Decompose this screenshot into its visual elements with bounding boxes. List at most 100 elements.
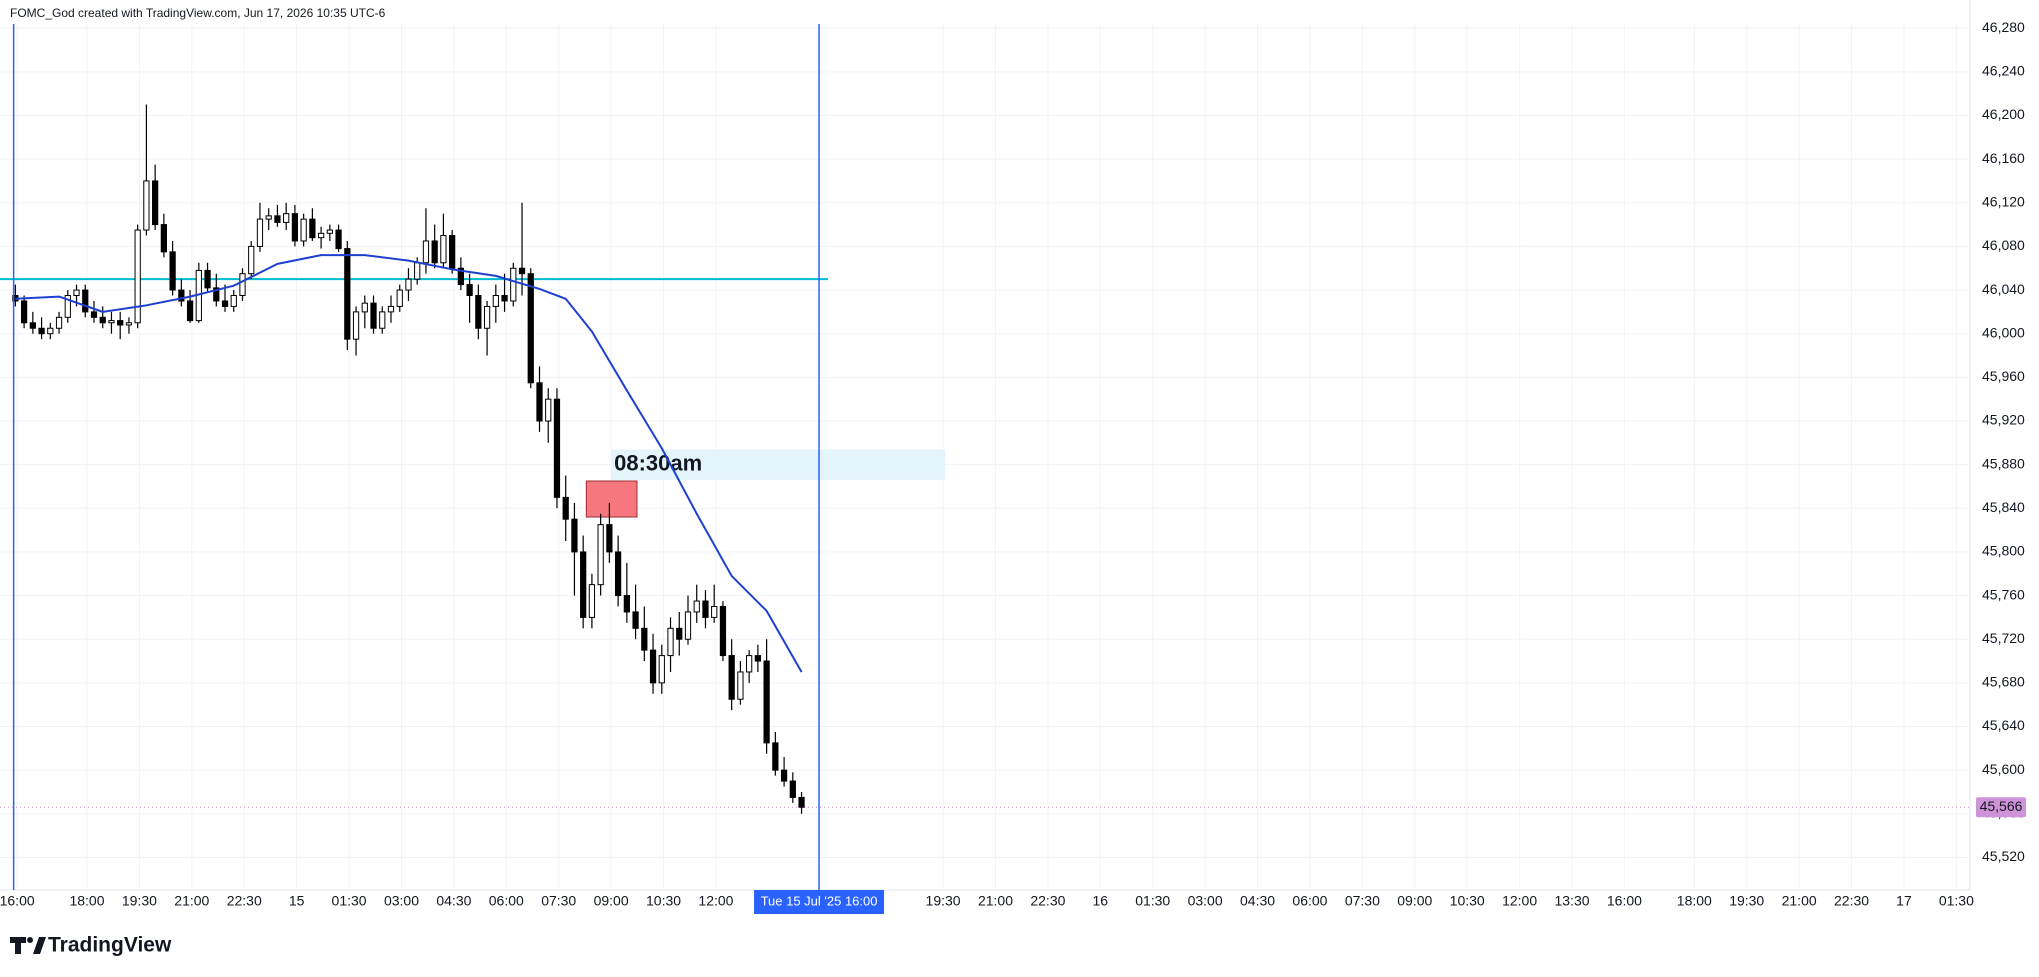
candle-body [326, 229, 333, 234]
candle-body [55, 316, 63, 329]
y-tick-label: 46,160 [1982, 150, 2025, 166]
x-tick-label: 19:30 [122, 893, 157, 909]
candle-body [457, 267, 464, 286]
x-tick-label: 18:00 [69, 893, 104, 909]
y-tick-label: 45,680 [1982, 674, 2025, 690]
x-tick-label: 16:00 [1607, 893, 1642, 909]
candle-body [379, 311, 386, 329]
x-tick-label: 09:00 [1397, 893, 1432, 909]
x-tick-label: 21:00 [978, 893, 1013, 909]
candle-body [396, 289, 403, 307]
x-tick-label: 04:30 [436, 893, 471, 909]
candle-body [527, 273, 534, 384]
candle-body [737, 671, 744, 700]
x-tick-label: 01:30 [332, 893, 367, 909]
candle-body [335, 229, 342, 250]
candle-body [134, 229, 141, 324]
header-text: FOMC_God created with TradingView.com, J… [10, 6, 386, 20]
y-tick-label: 46,240 [1982, 63, 2025, 79]
y-tick-label: 45,600 [1982, 761, 2025, 777]
candle-body [501, 295, 508, 302]
candle-body [492, 295, 499, 307]
candle-body [466, 284, 473, 297]
candle-body [352, 311, 360, 340]
x-tick-label: 07:30 [1345, 893, 1380, 909]
candle-body [789, 780, 796, 798]
candle-body [283, 213, 290, 223]
candle-body [571, 518, 578, 553]
x-tick-label: 03:00 [384, 893, 419, 909]
candle-body [632, 611, 639, 629]
x-tick-label: 22:30 [1834, 893, 1869, 909]
crosshair-label: Tue 15 Jul '25 16:00 [761, 893, 878, 908]
logo-shape [33, 937, 46, 954]
crosshair-label-box [754, 890, 885, 914]
candle-body [483, 305, 491, 329]
candle-body [667, 627, 674, 657]
x-tick-label: 03:00 [1188, 893, 1223, 909]
x-tick-label: 19:30 [1729, 893, 1764, 909]
x-tick-label: 15 [289, 893, 305, 909]
candle-body [658, 655, 665, 684]
moving-average-line [15, 254, 803, 673]
candle-body [274, 215, 281, 223]
candle-body [780, 769, 788, 782]
x-tick-label: 16:00 [0, 893, 35, 909]
candle-body [597, 524, 604, 586]
x-tick-label: 04:30 [1240, 893, 1275, 909]
x-tick-label: 12:00 [1502, 893, 1537, 909]
x-tick-label: 10:30 [646, 893, 681, 909]
x-tick-label: 17 [1896, 893, 1912, 909]
x-tick-label: 06:00 [1292, 893, 1327, 909]
candle-body [641, 627, 648, 651]
brand-name: TradingView [48, 934, 172, 957]
candle-body [588, 584, 596, 618]
candle-body [719, 605, 727, 657]
candle-body [221, 300, 229, 307]
candle-body [361, 302, 368, 313]
candle-body [248, 245, 255, 275]
candle-body [684, 611, 692, 640]
candle-body [772, 742, 779, 771]
grid [0, 24, 1970, 888]
x-tick-label: 21:00 [1782, 893, 1817, 909]
highlight-rectangle [585, 480, 638, 518]
x-tick-label: 16 [1093, 893, 1109, 909]
y-tick-label: 46,080 [1982, 237, 2025, 253]
y-tick-label: 46,000 [1982, 324, 2025, 340]
x-tick-label: 22:30 [227, 893, 262, 909]
candle-body [711, 605, 718, 618]
candle-body [693, 600, 700, 613]
x-tick-label: 09:00 [594, 893, 629, 909]
candle-body [449, 234, 456, 269]
candle-body [317, 232, 325, 239]
candle-body [108, 320, 115, 324]
x-tick-label: 13:30 [1554, 893, 1589, 909]
candle-body [422, 240, 430, 264]
candle-body [545, 398, 552, 422]
y-tick-label: 45,960 [1982, 368, 2025, 384]
y-tick-label: 46,040 [1982, 281, 2025, 297]
candle-body [580, 551, 587, 618]
x-tick-label: 12:00 [698, 893, 733, 909]
x-tick-label: 01:30 [1135, 893, 1170, 909]
candle-body [405, 278, 412, 291]
candle-body [178, 289, 185, 302]
candle-body [510, 267, 517, 302]
candle-body [606, 524, 613, 553]
y-tick-label: 46,200 [1982, 106, 2025, 122]
candle-body [64, 295, 71, 318]
candle-body [20, 300, 28, 324]
candle-body [82, 289, 89, 313]
candle-body [536, 382, 543, 422]
candle-body [614, 551, 622, 597]
y-tick-label: 45,920 [1982, 412, 2025, 428]
axes: 45,52045,56045,60045,64045,68045,72045,7… [0, 0, 2025, 909]
candle-body [125, 322, 133, 326]
candle-body [754, 655, 762, 662]
candle-body [143, 180, 150, 231]
candle-body [90, 311, 98, 318]
candle-body [562, 496, 569, 520]
x-tick-label: 01:30 [1939, 893, 1974, 909]
